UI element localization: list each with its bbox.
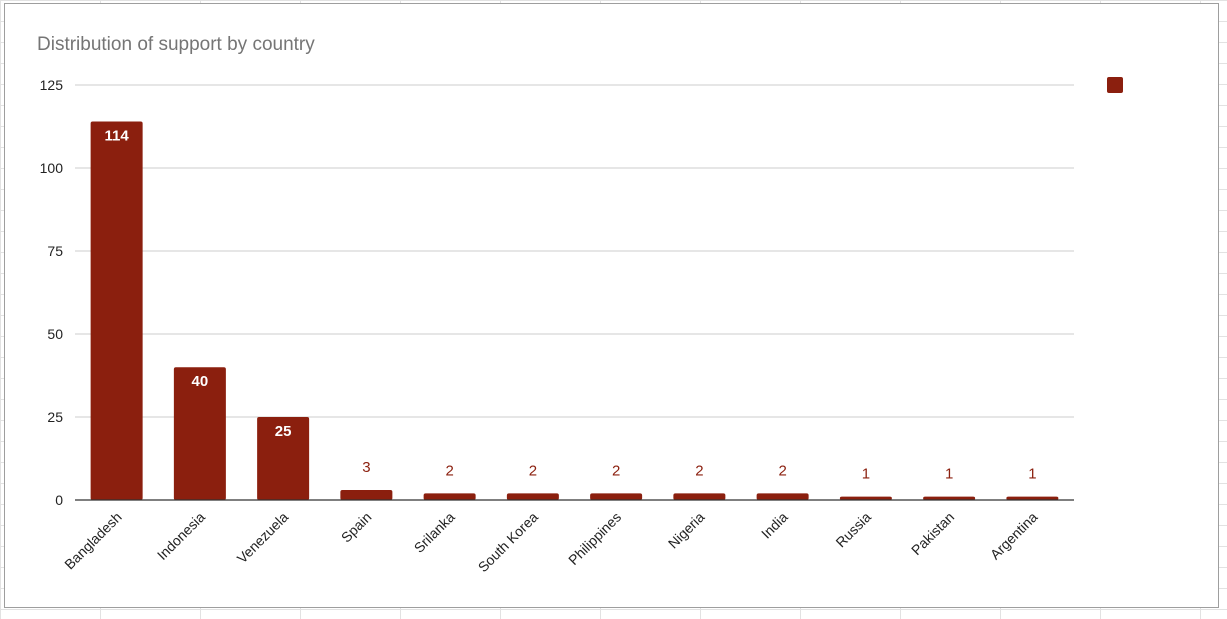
data-label: 2 [445,462,453,479]
legend-swatch [1107,77,1123,93]
data-labels: 114 40 25 3 2 2 2 2 2 1 1 1 [105,128,1037,483]
bars [90,121,1059,501]
x-tick-label: Srilanka [411,509,458,556]
y-tick-label: 100 [40,160,64,176]
x-tick-label: Indonesia [154,509,208,563]
x-tick-label: South Korea [475,509,542,576]
data-label: 25 [275,423,292,440]
data-label: 2 [778,462,786,479]
data-label: 2 [612,462,620,479]
y-tick-label: 75 [47,243,63,259]
chart-frame: Distribution of support by country 0 25 50… [4,3,1219,608]
data-label: 1 [1028,466,1036,483]
bar [673,493,726,500]
bar [839,496,892,500]
x-tick-label: India [758,509,791,542]
bar [1006,496,1059,500]
x-tick-label: Nigeria [665,509,708,552]
data-label: 3 [362,459,370,476]
data-label: 2 [529,462,537,479]
bar [257,417,310,500]
x-tick-label: Spain [338,509,375,546]
chart-title: Distribution of support by country [37,34,315,55]
data-label: 2 [695,462,703,479]
y-tick-label: 0 [55,492,63,508]
bar [923,496,976,500]
x-tick-label: Argentina [987,509,1041,563]
bar [173,367,226,500]
x-tick-label: Bangladesh [61,509,125,573]
data-label: 1 [945,466,953,483]
bar [340,490,393,500]
gridlines [75,84,1074,418]
x-tick-label: Philippines [565,509,624,568]
bar [506,493,559,500]
x-tick-label: Russia [832,509,874,551]
y-tick-label: 25 [47,409,63,425]
data-label: 1 [862,466,870,483]
x-tick-label: Venezuela [234,509,292,567]
bar [423,493,476,500]
data-label: 114 [105,128,130,145]
y-tick-label: 50 [47,326,63,342]
data-label: 40 [192,373,209,390]
bar [756,493,809,500]
y-tick-label: 125 [40,77,64,93]
bar [90,121,143,501]
bar [590,493,643,500]
x-tick-label: Pakistan [908,509,957,558]
